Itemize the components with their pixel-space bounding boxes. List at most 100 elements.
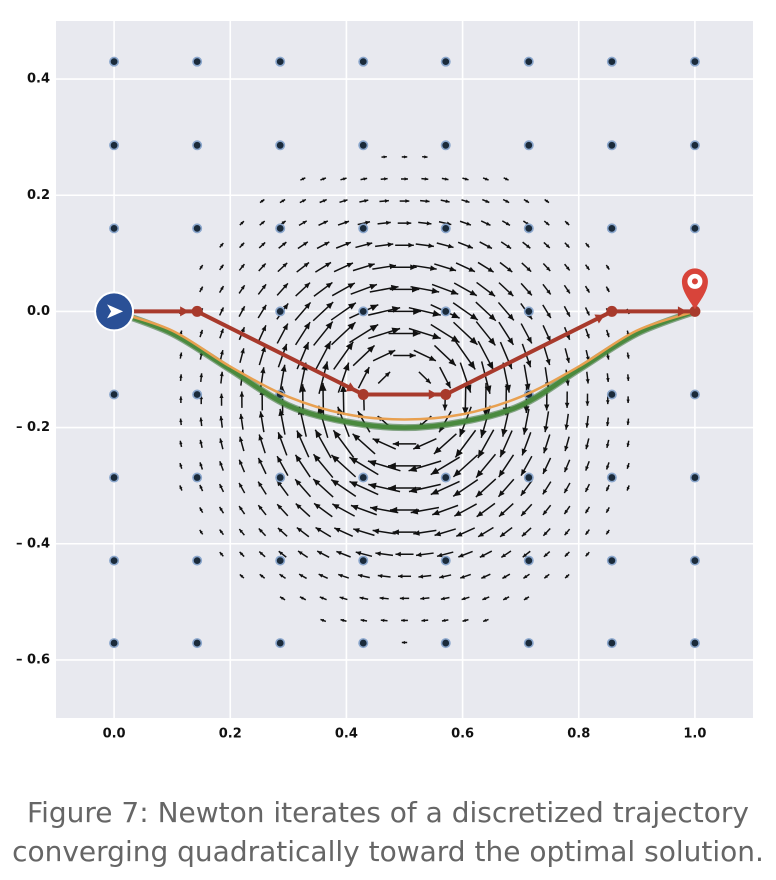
vector-arrow — [521, 527, 532, 537]
series-point — [440, 388, 452, 400]
x-tick-label: 1.0 — [683, 727, 706, 742]
vector-arrow — [393, 352, 416, 359]
vector-arrow — [455, 262, 476, 273]
vector-arrow — [238, 528, 245, 536]
vector-arrow — [401, 177, 408, 181]
vector-arrow — [355, 242, 373, 249]
vector-arrow — [368, 327, 401, 340]
vector-arrow — [522, 550, 531, 558]
vector-arrow — [520, 282, 533, 296]
grid-node — [689, 389, 700, 400]
vector-arrow — [431, 283, 459, 295]
vector-arrow — [461, 199, 470, 204]
grid-node — [358, 555, 369, 566]
vector-arrow — [430, 456, 460, 476]
vector-arrow — [377, 371, 391, 384]
vector-arrow — [399, 199, 410, 203]
grid-node — [109, 389, 120, 400]
grid-node — [523, 223, 534, 234]
vector-arrow — [335, 241, 352, 249]
vector-arrow — [349, 323, 379, 344]
vector-arrow — [372, 437, 397, 450]
series-arrowhead — [345, 382, 357, 392]
series-curve — [111, 309, 698, 430]
vector-arrow — [314, 261, 332, 273]
vector-arrow — [476, 281, 496, 297]
vector-arrow — [475, 453, 497, 479]
series-point — [606, 305, 618, 317]
vector-arrow — [401, 155, 408, 159]
vector-arrow — [584, 529, 590, 536]
series-arrowhead — [594, 314, 605, 324]
vector-arrow — [500, 241, 512, 250]
vector-arrow — [499, 526, 513, 538]
grid-node — [192, 140, 203, 151]
vector-arrow — [279, 596, 286, 601]
vector-arrow — [319, 382, 327, 417]
vector-arrow — [316, 550, 330, 558]
grid-node — [275, 555, 286, 566]
grid-node — [275, 472, 286, 483]
vector-arrow — [542, 527, 551, 537]
series-point — [191, 305, 203, 317]
vector-arrow — [480, 220, 491, 226]
vector-arrow — [257, 304, 267, 319]
vector-arrow — [316, 241, 330, 250]
vector-arrow — [379, 199, 389, 203]
vector-arrow — [238, 459, 246, 473]
vector-arrow — [179, 440, 183, 448]
vector-arrow — [337, 362, 350, 393]
vector-arrow — [340, 177, 347, 181]
vector-arrow — [441, 618, 449, 623]
vector-arrow — [413, 529, 437, 536]
vector-arrow — [298, 220, 308, 227]
y-tick-label: 0.4 — [27, 72, 50, 87]
vector-arrow — [239, 391, 245, 408]
vector-arrow — [410, 285, 440, 294]
vector-arrow — [179, 374, 183, 381]
vector-arrow — [218, 285, 225, 294]
series-point — [689, 305, 701, 317]
vector-arrow — [564, 242, 570, 249]
vector-arrow — [475, 301, 497, 322]
grid-node — [109, 555, 120, 566]
vector-arrow — [299, 596, 307, 601]
grid-node — [523, 306, 534, 317]
vector-arrow — [360, 177, 368, 181]
vector-arrow — [372, 349, 396, 362]
vector-arrow — [605, 484, 610, 492]
vector-arrow — [462, 384, 469, 415]
vector-arrow — [479, 241, 493, 250]
vector-arrow — [415, 552, 434, 558]
vector-arrow — [452, 454, 479, 478]
vector-arrow — [439, 574, 452, 579]
vector-arrow — [199, 286, 204, 293]
vector-arrow — [349, 480, 379, 496]
grid-node — [440, 638, 451, 649]
vector-arrow — [333, 262, 354, 273]
vector-arrow — [259, 220, 266, 226]
vector-arrow — [238, 505, 246, 515]
vector-arrow — [279, 364, 287, 391]
vector-arrow — [279, 573, 286, 579]
vector-arrow — [276, 503, 289, 517]
vector-arrow — [276, 323, 289, 344]
vector-arrow — [179, 396, 183, 404]
vector-arrow — [179, 462, 183, 469]
vector-arrow — [379, 596, 389, 601]
vector-arrow — [395, 551, 414, 557]
grid-node — [606, 140, 617, 151]
grid-node — [606, 389, 617, 400]
grid-node — [358, 306, 369, 317]
vector-arrow — [408, 306, 441, 317]
vector-arrow — [520, 455, 533, 477]
vector-arrow — [337, 220, 350, 226]
vector-arrow — [482, 596, 490, 601]
vector-arrow — [367, 459, 401, 472]
vector-arrow — [585, 460, 590, 471]
vector-arrow — [219, 349, 224, 362]
vector-arrow — [399, 596, 410, 601]
vector-arrow — [605, 286, 610, 293]
x-axis-ticks: 0.0 0.2 0.4 0.6 0.8 1.0 — [103, 727, 707, 742]
vector-arrow — [433, 433, 457, 455]
